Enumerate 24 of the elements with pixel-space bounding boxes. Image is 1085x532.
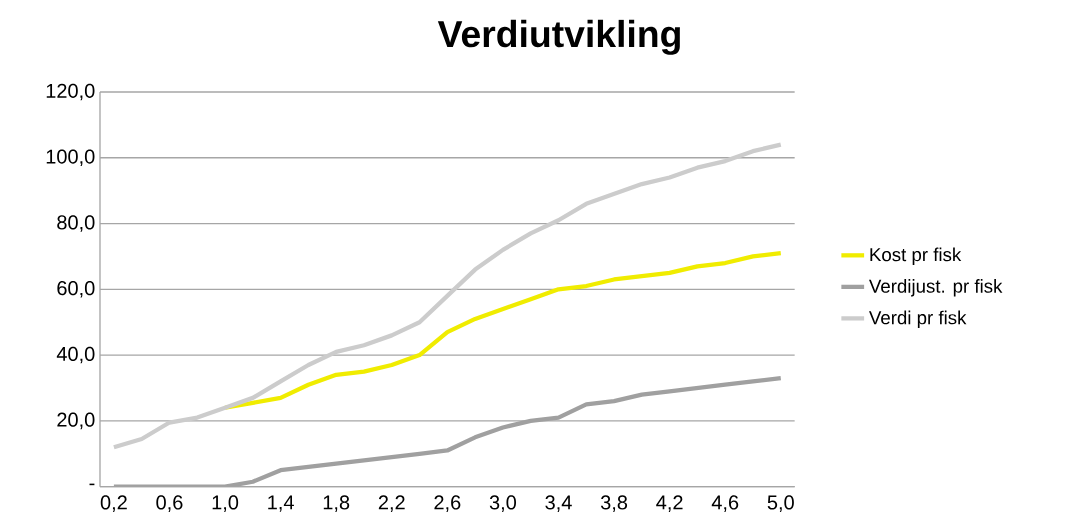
x-tick-label: 3,0 [489, 495, 517, 512]
x-tick-label: 2,2 [378, 495, 405, 512]
x-tick-label: 0,6 [156, 495, 183, 512]
x-tick-label: 0,2 [100, 495, 127, 512]
x-tick-label: 1,0 [212, 495, 239, 512]
x-tick-label: 4,2 [656, 495, 683, 512]
legend-label: Kost pr fisk [870, 247, 962, 265]
x-tick-label: 3,8 [600, 495, 628, 512]
x-tick-label: 5,0 [767, 495, 794, 512]
y-tick-label: - [89, 483, 95, 486]
chart-title: Verdiutvikling [437, 19, 680, 55]
legend-label: Verdi pr fisk [869, 310, 967, 329]
y-tick-label: 40,0 [56, 346, 95, 364]
y-tick-label: 80,0 [57, 215, 95, 232]
y-tick-label: 20,0 [57, 412, 95, 430]
y-tick-label: 100,0 [46, 149, 95, 167]
x-tick-label: 1,8 [323, 495, 350, 512]
legend-label: Verdijust. pr fisk [869, 279, 1003, 297]
y-tick-label: 120,0 [46, 83, 95, 101]
y-tick-label: 60,0 [57, 281, 95, 298]
x-tick-label: 4,6 [711, 495, 739, 512]
x-tick-label: 3,4 [545, 495, 572, 512]
x-tick-label: 1,4 [268, 495, 294, 512]
x-tick-label: 2,6 [434, 495, 461, 512]
